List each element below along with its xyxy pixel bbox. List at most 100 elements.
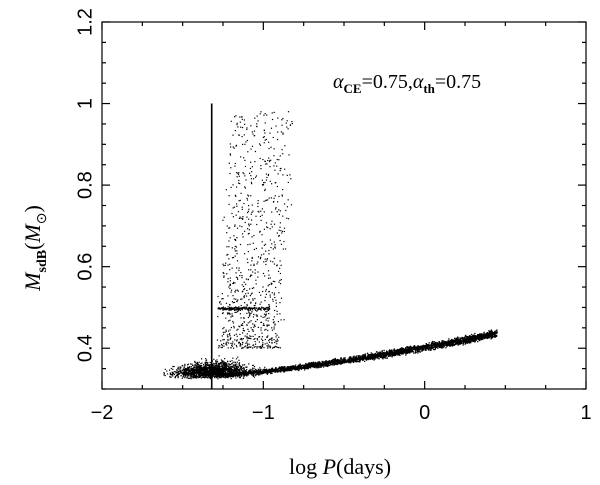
data-point [318,366,320,369]
data-point [480,337,482,339]
data-point [217,374,219,376]
data-point [221,369,223,371]
data-point [291,369,293,371]
data-point [494,333,496,336]
data-point [235,144,238,146]
data-point [265,368,268,371]
data-point [221,365,223,368]
data-point [341,362,343,364]
data-point [390,355,392,357]
data-point [334,360,336,362]
data-point [321,364,323,366]
data-point [426,346,428,348]
data-point [324,364,326,366]
data-point [216,372,218,374]
data-point [200,371,202,373]
data-point [345,360,348,363]
data-point [394,349,397,352]
data-point [268,370,270,372]
data-point [221,343,223,346]
data-point [259,374,261,376]
data-point [269,371,271,374]
data-point [208,370,210,372]
data-point [324,365,326,367]
data-point [363,357,365,359]
data-point [245,372,247,374]
data-point [225,189,227,191]
data-point [219,362,221,365]
data-point [466,337,468,339]
data-point [192,375,194,377]
data-point [211,374,214,376]
data-point [413,347,416,349]
data-point [452,340,454,342]
data-point [251,257,253,259]
data-point [163,373,165,375]
data-point [313,365,315,367]
data-point [294,369,296,371]
data-point [447,340,450,342]
data-point [252,316,255,318]
data-point [277,173,279,175]
data-point [257,370,259,372]
data-point [303,364,305,366]
data-point [229,172,231,175]
data-point [427,346,429,349]
data-point [370,352,372,354]
data-point [221,361,223,363]
data-point [256,315,258,318]
data-point [238,375,240,377]
data-point [491,334,493,337]
data-point [252,323,254,325]
data-point [187,372,189,374]
data-point [454,342,456,344]
data-point [224,362,226,364]
data-point [265,314,267,316]
data-point [425,349,427,351]
data-point [407,350,409,353]
data-point [228,375,231,377]
data-point [215,366,217,369]
data-point [222,361,224,363]
data-point [164,368,166,370]
data-point [182,368,184,370]
data-point [373,357,375,360]
data-point [257,372,259,374]
data-point [243,321,245,323]
data-point [279,368,281,370]
data-point [265,369,268,371]
data-point [220,375,222,377]
data-point [285,369,288,372]
data-point [204,372,207,374]
data-point [193,370,195,372]
data-point [203,368,205,371]
data-point [276,165,278,167]
data-point [235,366,238,368]
data-point [200,375,202,378]
data-point [281,366,283,368]
data-point [215,364,217,366]
data-point [237,371,240,374]
data-point [314,362,317,364]
data-point [294,365,296,368]
data-point [312,362,314,365]
data-point [236,375,239,377]
data-point [325,363,327,366]
data-point [262,272,265,275]
data-point [357,356,360,359]
data-point [274,247,276,249]
data-point [267,347,269,349]
data-point [229,146,232,148]
data-point [258,369,260,371]
data-point [414,350,417,352]
data-point [418,346,420,348]
data-point [226,367,229,370]
data-point [485,335,487,337]
data-point [494,335,496,337]
data-point [239,375,241,377]
data-point [432,346,434,349]
data-point [492,333,494,335]
data-point [239,371,241,374]
data-point [266,325,268,327]
data-point [454,343,457,345]
